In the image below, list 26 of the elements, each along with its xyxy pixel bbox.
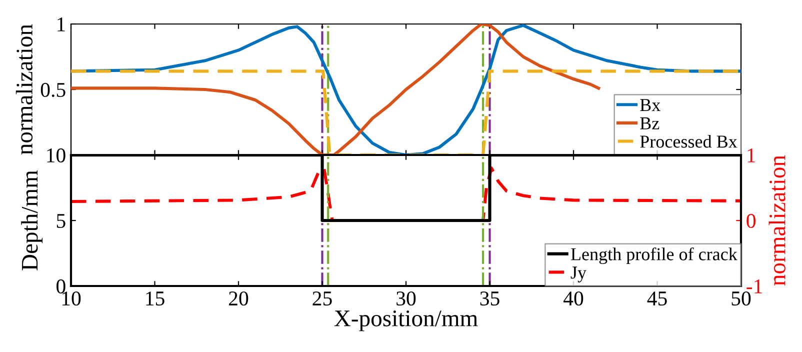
legend-label: Bx (640, 99, 660, 112)
y-tick-label: 5 (56, 214, 66, 228)
y-axis-title: normalization (16, 24, 33, 155)
line-series (71, 24, 600, 155)
y2-tick-label: 1 (748, 148, 756, 162)
x-tick-label: 20 (229, 291, 248, 306)
x-axis-title: X-position/mm (334, 310, 478, 332)
legend-label: Bz (640, 117, 660, 130)
y-tick-label: 0 (56, 279, 66, 294)
x-tick-label: 45 (647, 292, 667, 306)
y-tick-label: 1 (58, 17, 65, 32)
x-tick-label: 15 (146, 292, 164, 306)
y-tick-label: 0.5 (40, 82, 66, 98)
y-tick-label: 10 (47, 148, 66, 162)
x-tick-label: 30 (396, 291, 416, 306)
x-tick-label: 50 (732, 291, 751, 306)
x-tick-label: 40 (563, 291, 584, 306)
y2-tick-label: 0 (746, 214, 756, 228)
y2-tick-label: -1 (746, 279, 762, 294)
legend-label: Processed Bx (640, 135, 738, 148)
x-tick-label: 35 (480, 292, 500, 306)
legend-label: Jy (570, 266, 586, 282)
x-tick-label: 25 (312, 292, 332, 306)
y-axis-title: Depth/mm (21, 170, 43, 270)
y2-axis-title: normalization (768, 155, 786, 286)
legend-label: Length profile of crack (570, 247, 738, 264)
